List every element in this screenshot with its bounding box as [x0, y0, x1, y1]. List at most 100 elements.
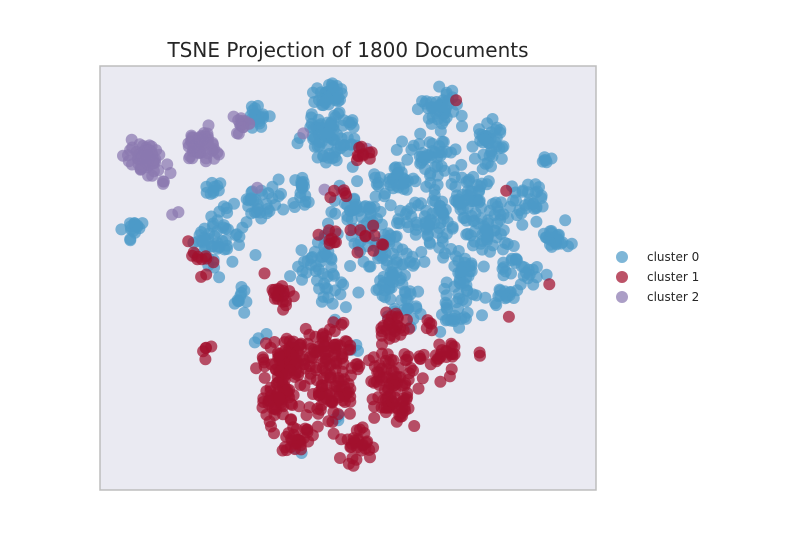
- point: [515, 207, 528, 220]
- point: [407, 364, 419, 377]
- point: [328, 349, 341, 362]
- point: [456, 120, 468, 133]
- series-cluster-1: [182, 94, 556, 472]
- point: [289, 443, 301, 456]
- point: [412, 382, 425, 395]
- point: [147, 154, 160, 167]
- point: [312, 388, 325, 401]
- point: [276, 408, 289, 421]
- point: [384, 293, 397, 306]
- point: [346, 114, 359, 127]
- point: [344, 339, 357, 352]
- legend-marker: [616, 271, 628, 283]
- point: [433, 241, 446, 254]
- chart-title: TSNE Projection of 1800 Documents: [166, 38, 528, 62]
- point: [398, 285, 411, 298]
- point: [375, 218, 388, 231]
- point: [334, 452, 346, 464]
- point: [202, 119, 215, 132]
- point: [480, 224, 493, 237]
- point: [352, 286, 365, 299]
- point: [387, 269, 400, 282]
- point: [339, 187, 352, 200]
- point: [337, 357, 350, 370]
- point: [452, 302, 465, 315]
- point: [479, 291, 492, 304]
- point: [268, 292, 281, 305]
- point: [507, 292, 520, 304]
- point: [315, 399, 328, 412]
- point: [390, 307, 402, 320]
- point: [415, 246, 428, 258]
- point: [418, 255, 431, 268]
- point: [284, 270, 297, 283]
- point: [367, 244, 380, 257]
- point: [299, 422, 312, 435]
- point: [344, 382, 357, 395]
- point: [221, 206, 234, 219]
- point: [249, 194, 262, 206]
- point: [552, 228, 565, 241]
- point: [437, 135, 450, 148]
- point: [448, 313, 461, 326]
- point: [378, 190, 391, 203]
- point: [424, 167, 437, 180]
- point: [211, 214, 224, 227]
- point: [272, 349, 285, 362]
- point: [272, 190, 285, 203]
- point: [296, 273, 308, 286]
- point: [436, 195, 448, 208]
- point: [423, 214, 436, 227]
- point: [400, 353, 413, 366]
- point: [376, 347, 388, 360]
- point: [407, 172, 420, 185]
- point: [440, 289, 453, 302]
- point: [540, 268, 553, 281]
- point: [448, 171, 461, 184]
- point: [457, 212, 470, 224]
- point: [317, 150, 330, 163]
- point: [536, 200, 549, 213]
- point: [297, 127, 310, 140]
- point: [397, 182, 410, 195]
- point: [431, 151, 444, 164]
- point: [484, 245, 496, 258]
- point: [240, 193, 253, 206]
- point: [304, 372, 317, 385]
- point: [420, 95, 433, 108]
- point: [252, 115, 265, 128]
- point: [357, 148, 369, 161]
- point: [341, 199, 354, 212]
- point: [502, 310, 515, 323]
- point: [326, 152, 339, 165]
- point: [530, 261, 543, 273]
- legend-item: cluster 1: [616, 270, 699, 284]
- point: [268, 283, 281, 296]
- point: [367, 219, 380, 232]
- point: [430, 96, 443, 108]
- point: [297, 353, 310, 366]
- point: [476, 163, 489, 176]
- point: [378, 284, 391, 297]
- point: [417, 348, 430, 361]
- point: [280, 299, 292, 312]
- point: [229, 229, 242, 242]
- point: [339, 301, 352, 314]
- point: [422, 112, 435, 125]
- point: [351, 246, 364, 259]
- point: [495, 152, 508, 165]
- point: [408, 420, 421, 432]
- point: [400, 313, 413, 326]
- point: [500, 184, 513, 197]
- point: [433, 80, 446, 93]
- point: [133, 222, 146, 235]
- point: [303, 328, 316, 341]
- point: [351, 175, 364, 188]
- point: [298, 198, 311, 211]
- point: [359, 229, 372, 242]
- point: [565, 237, 578, 250]
- point: [388, 391, 401, 404]
- point: [238, 306, 251, 319]
- point: [410, 300, 423, 313]
